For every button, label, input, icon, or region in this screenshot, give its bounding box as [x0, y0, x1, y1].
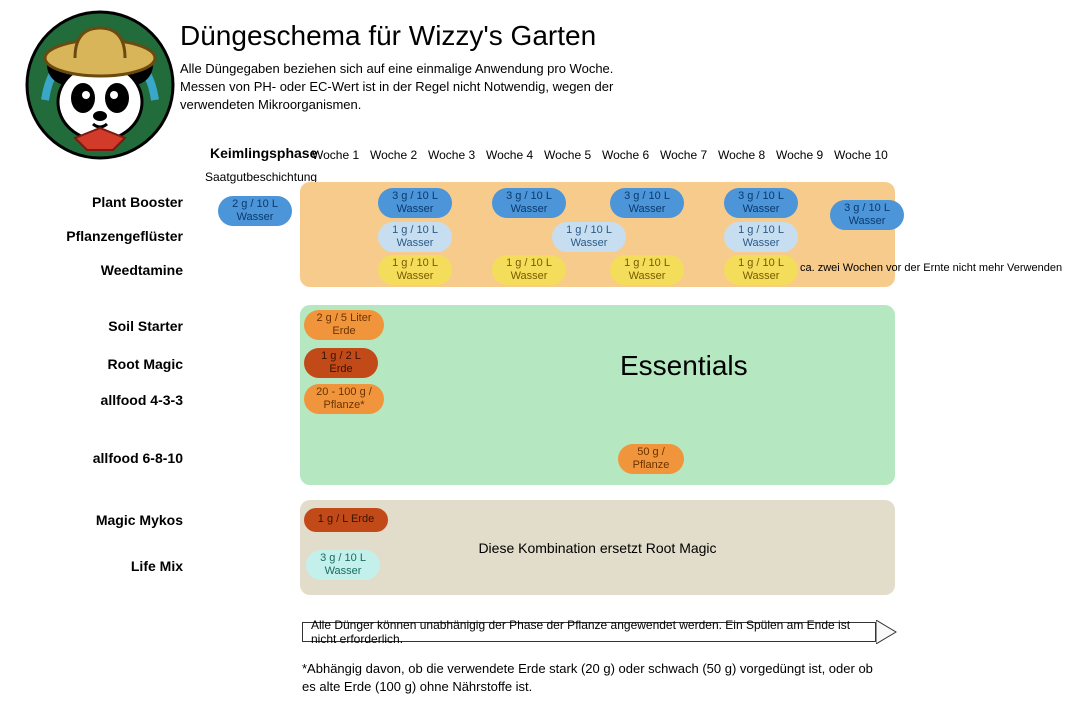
dose-amount: 3 g / 10 L — [506, 190, 552, 203]
dose-unit: Pflanze — [633, 459, 670, 472]
dose-unit: Wasser — [849, 215, 886, 228]
subtitle-line: verwendeten Mikroorganismen. — [180, 97, 361, 112]
dose-amount: 1 g / 10 L — [392, 257, 438, 270]
dose-amount: 1 g / 10 L — [566, 224, 612, 237]
row-label-plant_booster: Plant Booster — [3, 194, 183, 210]
page-title: Düngeschema für Wizzy's Garten — [180, 20, 596, 52]
dose-pill-plant_booster: 2 g / 10 LWasser — [218, 196, 292, 226]
dose-unit: Wasser — [629, 270, 666, 283]
dose-unit: Erde — [332, 325, 355, 338]
dose-unit: Wasser — [397, 203, 434, 216]
dose-unit: Wasser — [325, 565, 362, 578]
row-label-weedtamine: Weedtamine — [3, 262, 183, 278]
essentials-label: Essentials — [620, 350, 748, 382]
dose-unit: Pflanze* — [324, 399, 365, 412]
dose-unit: Wasser — [743, 203, 780, 216]
row-label-soil_starter: Soil Starter — [3, 318, 183, 334]
dose-pill-plant_booster: 3 g / 10 LWasser — [830, 200, 904, 230]
dose-pill-allfood_6810: 50 g /Pflanze — [618, 444, 684, 474]
week-label: Woche 2 — [370, 148, 417, 162]
dose-amount: 50 g / — [637, 446, 665, 459]
dose-pill-magic_mykos: 1 g / L Erde — [304, 508, 388, 532]
dose-unit: Erde — [329, 363, 352, 376]
dose-amount: 20 - 100 g / — [316, 386, 372, 399]
dose-unit: Wasser — [743, 237, 780, 250]
timeline-arrow-head — [876, 620, 898, 649]
dose-amount: 2 g / 10 L — [232, 198, 278, 211]
week-label: Woche 1 — [312, 148, 359, 162]
dose-pill-plant_booster: 3 g / 10 LWasser — [724, 188, 798, 218]
subtitle-line: Alle Düngegaben beziehen sich auf eine e… — [180, 61, 613, 76]
week-label: Woche 6 — [602, 148, 649, 162]
combo-note: Diese Kombination ersetzt Root Magic — [300, 540, 895, 556]
dose-unit: Wasser — [237, 211, 274, 224]
panda-logo — [25, 10, 175, 160]
row-label-pflanzengefluster: Pflanzengeflüster — [3, 228, 183, 244]
dose-amount: 1 g / 10 L — [624, 257, 670, 270]
dose-amount: 2 g / 5 Liter — [316, 312, 371, 325]
harvest-note: ca. zwei Wochen vor der Ernte nicht mehr… — [800, 262, 1062, 274]
dose-amount: 3 g / 10 L — [392, 190, 438, 203]
dose-pill-weedtamine: 1 g / 10 LWasser — [378, 255, 452, 285]
dose-unit: Wasser — [571, 237, 608, 250]
dose-pill-root_magic: 1 g / 2 LErde — [304, 348, 378, 378]
dose-pill-plant_booster: 3 g / 10 LWasser — [492, 188, 566, 218]
dose-amount: 1 g / L Erde — [318, 513, 374, 526]
dose-amount: 1 g / 10 L — [392, 224, 438, 237]
dose-pill-pflanzengefluster: 1 g / 10 LWasser — [378, 222, 452, 252]
week-label: Woche 10 — [834, 148, 888, 162]
week-label: Woche 5 — [544, 148, 591, 162]
week-label: Woche 3 — [428, 148, 475, 162]
week-label: Woche 9 — [776, 148, 823, 162]
footnote-line: *Abhängig davon, ob die verwendete Erde … — [302, 661, 873, 676]
page-subtitle: Alle Düngegaben beziehen sich auf eine e… — [180, 60, 613, 115]
dose-amount: 1 g / 10 L — [506, 257, 552, 270]
dose-amount: 3 g / 10 L — [738, 190, 784, 203]
timeline-arrow-bar: Alle Dünger können unabhänigig der Phase… — [302, 622, 876, 642]
arrow-text: Alle Dünger können unabhänigig der Phase… — [311, 618, 875, 646]
row-label-life_mix: Life Mix — [3, 558, 183, 574]
dose-pill-plant_booster: 3 g / 10 LWasser — [378, 188, 452, 218]
dose-amount: 1 g / 10 L — [738, 257, 784, 270]
dose-amount: 3 g / 10 L — [624, 190, 670, 203]
week-label: Woche 8 — [718, 148, 765, 162]
row-label-allfood_433: allfood 4-3-3 — [3, 392, 183, 408]
subtitle-line: Messen von PH- oder EC-Wert ist in der R… — [180, 79, 613, 94]
dose-pill-plant_booster: 3 g / 10 LWasser — [610, 188, 684, 218]
dose-unit: Wasser — [629, 203, 666, 216]
dose-unit: Wasser — [743, 270, 780, 283]
seed-coating-label: Saatgutbeschichtung — [205, 170, 317, 184]
dose-unit: Wasser — [397, 270, 434, 283]
essentials_block — [300, 305, 895, 485]
week-label: Woche 4 — [486, 148, 533, 162]
dose-amount: 3 g / 10 L — [844, 202, 890, 215]
dose-pill-weedtamine: 1 g / 10 LWasser — [492, 255, 566, 285]
dose-pill-weedtamine: 1 g / 10 LWasser — [610, 255, 684, 285]
phase-label: Keimlingsphase — [210, 145, 317, 161]
footnote: *Abhängig davon, ob die verwendete Erde … — [302, 660, 873, 696]
dose-unit: Wasser — [511, 270, 548, 283]
dose-unit: Wasser — [397, 237, 434, 250]
row-label-magic_mykos: Magic Mykos — [3, 512, 183, 528]
dose-pill-pflanzengefluster: 1 g / 10 LWasser — [724, 222, 798, 252]
row-label-root_magic: Root Magic — [3, 356, 183, 372]
dose-unit: Wasser — [511, 203, 548, 216]
dose-pill-weedtamine: 1 g / 10 LWasser — [724, 255, 798, 285]
dose-pill-allfood_433: 20 - 100 g /Pflanze* — [304, 384, 384, 414]
dose-amount: 1 g / 10 L — [738, 224, 784, 237]
footnote-line: es alte Erde (100 g) ohne Nährstoffe ist… — [302, 679, 532, 694]
week-label: Woche 7 — [660, 148, 707, 162]
dose-amount: 1 g / 2 L — [321, 350, 361, 363]
dose-pill-soil_starter: 2 g / 5 LiterErde — [304, 310, 384, 340]
dose-pill-pflanzengefluster: 1 g / 10 LWasser — [552, 222, 626, 252]
row-label-allfood_6810: allfood 6-8-10 — [3, 450, 183, 466]
